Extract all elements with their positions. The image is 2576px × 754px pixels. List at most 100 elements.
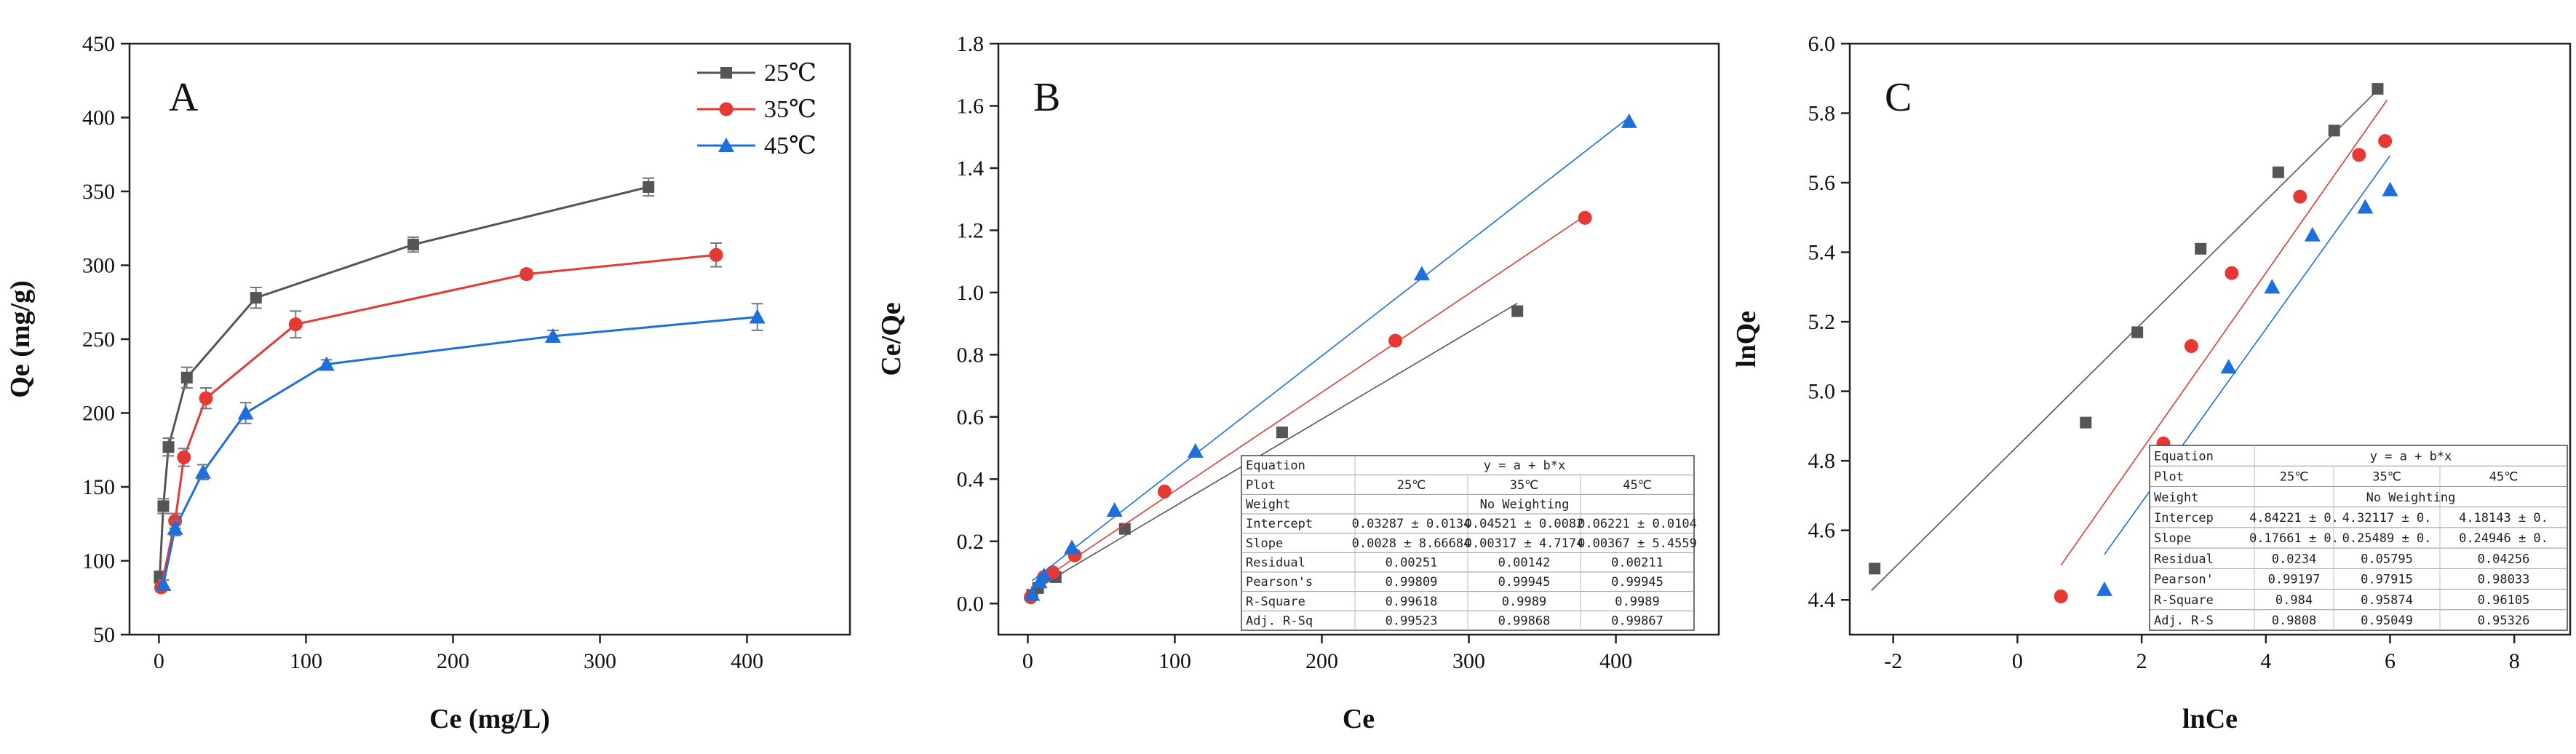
fit-table-cell: 0.99867 xyxy=(1611,614,1663,629)
data-point xyxy=(2293,189,2307,204)
plot-frame xyxy=(1848,42,2572,636)
fit-table-cell: Adj. R-S xyxy=(2154,614,2214,628)
fit-table-cell: 35℃ xyxy=(1510,478,1539,493)
fit-table-cell: 0.0028 ± 8.66684 xyxy=(1352,536,1471,551)
fit-table-cell: R-Square xyxy=(1246,595,1305,609)
y-tick-label: 0.8 xyxy=(957,343,985,367)
y-tick-label: 5.4 xyxy=(1808,241,1836,265)
fit-table-cell: 0.24946 ± 0. xyxy=(2459,531,2548,546)
fit-table-cell: Equation xyxy=(1246,459,1305,473)
data-point xyxy=(195,464,212,479)
fit-table-cell: 0.04256 xyxy=(2478,552,2530,566)
data-point xyxy=(318,356,335,371)
fit-table-cell: 0.0234 xyxy=(2272,552,2316,566)
x-tick-label: 200 xyxy=(437,649,469,673)
plot-frame xyxy=(997,42,1720,636)
data-point xyxy=(167,520,183,535)
fit-table-cell: Residual xyxy=(1246,556,1305,571)
y-tick-label: 250 xyxy=(82,328,115,352)
chart-panel-a: 0 100 200 300 400 50 100 150 200 250 300 350 400 450 C… xyxy=(5,32,851,734)
plot-frame xyxy=(128,42,851,636)
fit-table-cell: 4.18143 ± 0. xyxy=(2459,511,2548,525)
data-point xyxy=(1276,426,1288,439)
fit-line xyxy=(1871,86,2382,591)
fit-table-cell: 0.98033 xyxy=(2478,573,2530,587)
data-point xyxy=(2096,581,2112,596)
x-tick-label: 100 xyxy=(1158,649,1191,673)
x-tick-label: 2 xyxy=(2136,649,2147,673)
y-tick-label: 1.0 xyxy=(957,281,985,305)
y-tick-label: 400 xyxy=(82,106,115,130)
data-point xyxy=(1106,502,1123,517)
series-line xyxy=(162,316,758,585)
legend-marker xyxy=(720,67,732,79)
fit-table-cell: 0.9808 xyxy=(2272,614,2316,628)
data-point xyxy=(162,441,175,453)
data-point xyxy=(2352,148,2366,162)
fit-table-cell: 0.00211 xyxy=(1611,556,1663,571)
data-point xyxy=(709,247,723,262)
fit-table-cell: Pearson' xyxy=(2154,573,2214,587)
series-line xyxy=(158,186,649,577)
data-point xyxy=(177,450,191,464)
fit-table-cell: No Weighting xyxy=(2366,491,2456,505)
data-point xyxy=(1024,586,1041,601)
fit-line xyxy=(1032,303,1518,592)
fit-table-cell: 45℃ xyxy=(1623,478,1652,493)
data-point xyxy=(2220,359,2237,374)
fit-table-cell: Slope xyxy=(2154,531,2191,546)
fit-table-cell: 0.00367 ± 5.4559 xyxy=(1578,536,1697,551)
data-point xyxy=(2195,242,2207,255)
data-point xyxy=(1388,333,1403,348)
series-3 xyxy=(155,303,766,591)
fit-table-cell: Weight xyxy=(1246,498,1290,512)
data-point xyxy=(544,328,561,343)
data-point xyxy=(2225,266,2239,280)
y-tick-label: 0.2 xyxy=(957,530,985,554)
fit-line xyxy=(1031,116,1630,582)
fit-table-cell: 25℃ xyxy=(1397,478,1426,493)
chart-panel-c: -2 0 2 4 6 8 4.4 4.6 4.8 5.0 5.2 5.4 5.6 5.8 6.0 lnCe ln… xyxy=(1731,32,2572,734)
series-2 xyxy=(2054,100,2393,603)
fit-table-cell: 0.9989 xyxy=(1502,595,1546,609)
data-point xyxy=(2382,181,2398,197)
fit-table-cell: 0.99868 xyxy=(1498,614,1551,629)
panel-label: A xyxy=(169,75,199,120)
fit-table: Equation y = a + b*x Plot 25℃ 35℃ 45℃ Weight No… xyxy=(1241,455,1697,631)
fit-table-cell: Intercept xyxy=(1246,517,1313,531)
data-point xyxy=(749,309,766,324)
x-axis-title: Ce (mg/L) xyxy=(429,704,550,734)
fit-table-cell: 0.97915 xyxy=(2361,573,2413,587)
y-tick-label: 4.4 xyxy=(1808,588,1836,612)
series-line xyxy=(159,253,717,588)
y-tick-label: 350 xyxy=(82,180,115,204)
y-tick-label: 6.0 xyxy=(1808,32,1836,56)
y-tick-label: 4.6 xyxy=(1808,519,1836,543)
legend-label: 25℃ xyxy=(764,60,816,87)
data-point xyxy=(2184,339,2198,354)
y-tick-label: 4.8 xyxy=(1808,449,1836,473)
fit-table-cell: 0.05795 xyxy=(2361,552,2413,566)
data-point xyxy=(2378,134,2393,148)
data-point xyxy=(1157,484,1172,499)
data-point xyxy=(2372,83,2384,95)
fit-table-cell: 0.96105 xyxy=(2478,593,2530,608)
fit-table-cell: 0.00251 xyxy=(1386,556,1438,571)
y-tick-label: 0.6 xyxy=(957,405,985,429)
x-tick-label: 400 xyxy=(731,649,763,673)
y-tick-label: 0.4 xyxy=(957,467,985,491)
data-point xyxy=(288,317,303,332)
data-point xyxy=(2080,416,2092,429)
legend-marker xyxy=(718,138,734,152)
legend: 25℃ 35℃ 45℃ xyxy=(697,60,816,159)
y-tick-label: 1.4 xyxy=(957,156,985,180)
data-point xyxy=(520,267,534,282)
fit-table-cell: R-Square xyxy=(2154,593,2214,608)
y-tick-label: 5.8 xyxy=(1808,102,1836,126)
fit-table-cell: Slope xyxy=(1246,536,1283,551)
y-tick-label: 300 xyxy=(82,254,115,278)
y-tick-label: 5.0 xyxy=(1808,380,1836,404)
chart-panel-b: 0 100 200 300 400 0.0 0.2 0.4 0.6 0.8 1.0 1.2 1.4 1.6… xyxy=(876,32,1720,734)
data-point xyxy=(1035,567,1052,582)
panel-label: C xyxy=(1885,75,1912,120)
